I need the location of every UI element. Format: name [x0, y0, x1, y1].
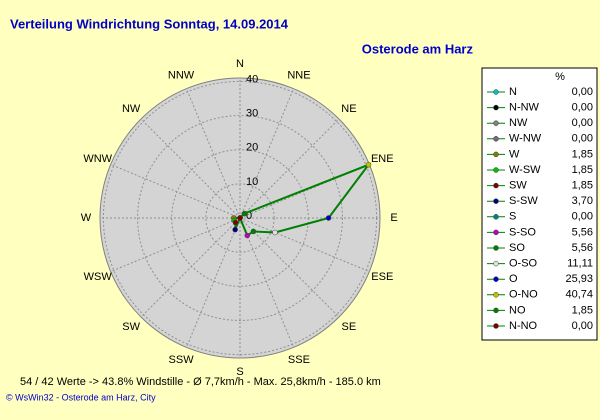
direction-label: SSW: [169, 354, 195, 366]
r-tick-label: 10: [246, 176, 258, 188]
legend-value: 3,70: [572, 195, 593, 207]
spoke: [185, 88, 241, 219]
legend-value: 0,00: [572, 133, 593, 145]
legend-marker: [493, 167, 499, 173]
legend-value: 0,00: [572, 117, 593, 129]
direction-label: SSE: [288, 354, 310, 366]
spoke: [185, 217, 241, 348]
legend-value: 5,56: [572, 242, 593, 254]
direction-label: SW: [122, 321, 140, 333]
credit: © WsWin32 - Osterode am Harz, City: [6, 392, 156, 402]
data-point: [325, 215, 332, 221]
direction-label: WSW: [84, 271, 113, 283]
spoke: [239, 217, 340, 318]
legend-value: 1,85: [572, 164, 593, 176]
legend-value: 1,85: [572, 304, 593, 316]
chart-subtitle: Osterode am Harz: [362, 41, 474, 56]
chart-title: Verteilung Windrichtung Sonntag, 14.09.2…: [10, 16, 289, 31]
direction-label: NNE: [287, 70, 310, 82]
legend-marker: [493, 323, 499, 329]
data-point: [365, 162, 372, 168]
direction-label: ESE: [371, 271, 393, 283]
legend-value: 1,85: [572, 148, 593, 160]
direction-label: S: [236, 366, 243, 378]
r-tick-label: 20: [246, 142, 258, 154]
legend-marker: [493, 198, 499, 204]
legend-marker: [493, 151, 499, 158]
legend-marker: [493, 292, 499, 298]
legend-marker: [493, 260, 499, 267]
direction-label: NW: [122, 103, 141, 115]
legend-label: SW: [509, 180, 527, 192]
legend-label: S-SO: [509, 226, 536, 238]
legend-value: 11,11: [567, 258, 593, 270]
grid-circle: [205, 183, 275, 253]
legend-value: 25,93: [565, 273, 593, 285]
legend-value: 40,74: [565, 289, 593, 301]
legend-value: 0,00: [572, 86, 593, 98]
spoke: [239, 217, 370, 273]
grid-circle: [137, 115, 343, 321]
direction-label: ENE: [371, 153, 394, 165]
legend-marker: [493, 229, 499, 236]
legend-label: O: [509, 273, 518, 285]
legend-label: S-SW: [509, 195, 538, 207]
r-tick-label: 0: [246, 210, 252, 222]
legend-value: 5,56: [572, 226, 593, 238]
legend-label: S: [509, 211, 516, 223]
spoke: [239, 118, 340, 219]
legend-label: W-NW: [509, 133, 542, 145]
legend-label: N: [509, 86, 517, 98]
legend-value: 0,00: [572, 102, 593, 114]
direction-label: NE: [341, 103, 356, 115]
data-point: [244, 232, 251, 239]
r-tick-label: 40: [246, 73, 258, 85]
legend-value: 0,00: [572, 320, 593, 332]
data-point: [237, 215, 243, 221]
spoke: [110, 217, 241, 273]
legend-label: NO: [509, 304, 526, 316]
legend-header: %: [555, 71, 565, 83]
spoke: [110, 163, 241, 219]
legend-value: 0,00: [572, 211, 593, 223]
legend-label: N-NW: [509, 102, 540, 114]
legend-marker: [493, 120, 499, 126]
legend-label: O-NO: [509, 289, 538, 301]
legend-marker: [493, 245, 499, 251]
legend-marker: [493, 307, 499, 314]
data-point: [232, 219, 239, 226]
legend-marker: [493, 214, 499, 220]
legend-label: SO: [509, 242, 525, 254]
data-point: [272, 229, 278, 236]
legend-marker: [493, 276, 499, 282]
direction-label: E: [390, 212, 397, 224]
legend-label: W: [509, 148, 520, 160]
spoke: [239, 88, 295, 219]
direction-label: N: [236, 58, 244, 70]
direction-label: WNW: [83, 153, 112, 165]
direction-label: W: [81, 212, 92, 224]
direction-label: SE: [342, 321, 357, 333]
legend-label: NW: [509, 117, 528, 129]
spoke: [239, 217, 295, 348]
spoke: [140, 217, 241, 318]
legend-marker: [493, 136, 499, 142]
data-point: [232, 226, 238, 233]
legend-label: O-SO: [509, 258, 538, 270]
legend-marker: [493, 182, 499, 189]
direction-label: NNW: [168, 70, 195, 82]
legend-value: 1,85: [572, 180, 593, 192]
data-point: [241, 210, 248, 217]
legend-marker: [493, 89, 499, 95]
footer: 54 / 42 Werte -> 43.8% Windstille - Ø 7,…: [20, 376, 381, 388]
legend-marker: [493, 104, 499, 111]
data-point: [250, 228, 257, 235]
spoke: [140, 118, 241, 219]
r-tick-label: 30: [246, 107, 258, 119]
legend-label: W-SW: [509, 164, 541, 176]
legend-label: N-NO: [509, 320, 538, 332]
